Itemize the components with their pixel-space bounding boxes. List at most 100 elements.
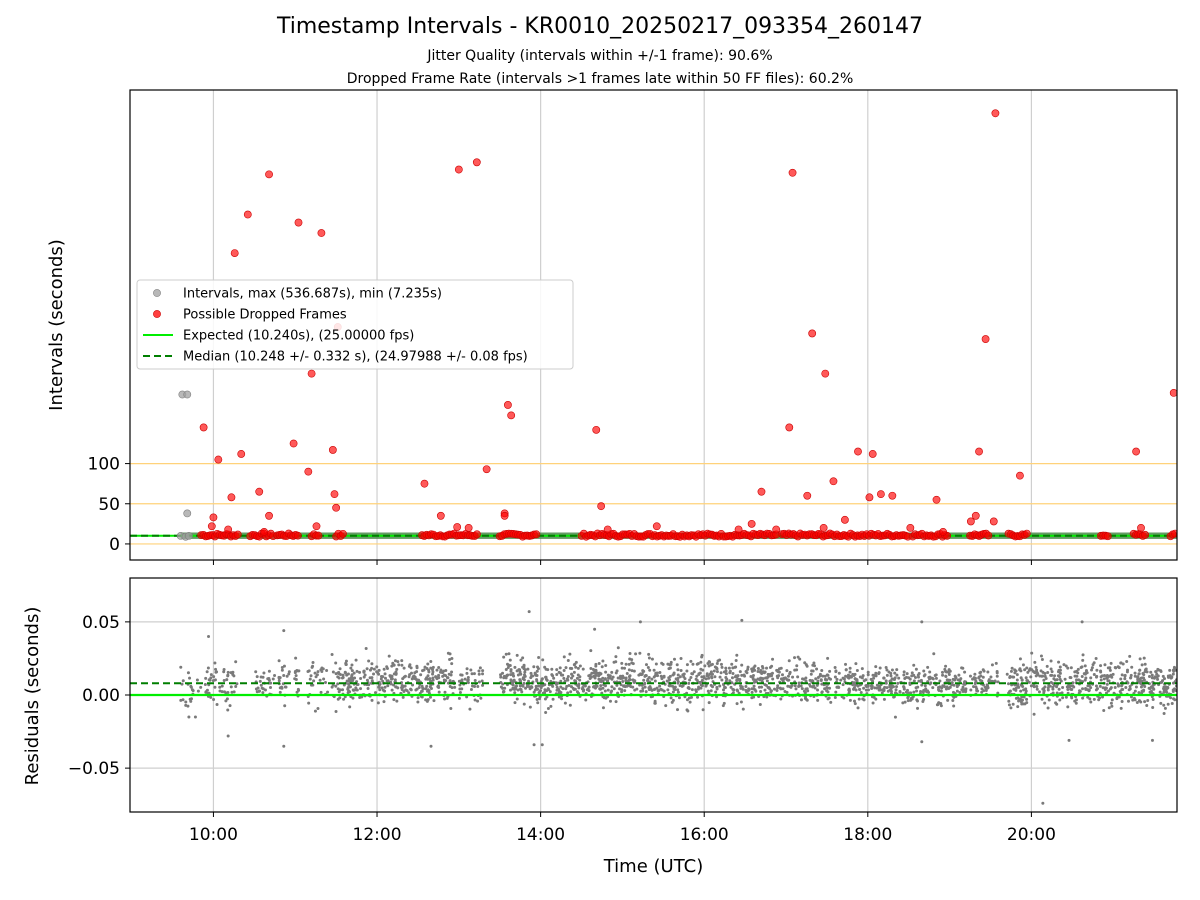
residual-point — [673, 685, 677, 689]
residual-point — [367, 659, 371, 663]
residual-point — [532, 665, 536, 669]
residual-point — [450, 686, 454, 690]
residual-point — [558, 666, 562, 670]
residual-point — [650, 657, 654, 661]
residual-point — [213, 678, 217, 682]
residual-point — [739, 700, 743, 704]
residual-point — [259, 683, 263, 687]
residual-point — [897, 676, 901, 680]
residual-point — [293, 671, 297, 675]
residual-point — [940, 670, 944, 674]
residual-point — [721, 688, 725, 692]
residual-point — [947, 670, 951, 674]
residual-point — [1080, 620, 1084, 624]
residual-point — [1128, 654, 1132, 658]
residual-point — [917, 679, 921, 683]
residual-point — [1034, 665, 1038, 669]
residual-point — [921, 700, 925, 704]
residual-point — [331, 670, 335, 674]
residual-point — [1098, 684, 1102, 688]
residual-point — [568, 666, 572, 670]
residual-point — [926, 665, 930, 669]
residual-point — [447, 672, 451, 676]
residual-point — [417, 686, 421, 690]
residual-point — [226, 674, 230, 678]
residual-point — [893, 671, 897, 675]
residual-point — [511, 680, 515, 684]
residual-point — [652, 675, 656, 679]
residual-point — [403, 674, 407, 678]
residual-point — [603, 684, 607, 688]
residual-point — [567, 684, 571, 688]
residual-point — [283, 704, 287, 708]
residual-point — [707, 701, 711, 705]
residual-point — [226, 708, 230, 712]
residual-point — [1108, 668, 1112, 672]
residual-point — [468, 707, 472, 711]
residual-point — [782, 677, 786, 681]
interval-point — [184, 531, 193, 540]
dropped-frame-point — [317, 229, 326, 237]
residual-point — [812, 684, 816, 688]
residual-point — [951, 690, 955, 694]
residual-point — [1035, 687, 1039, 691]
residual-point — [654, 671, 658, 675]
residual-point — [761, 677, 765, 681]
residual-point — [261, 691, 265, 695]
residual-point — [941, 673, 945, 677]
residual-point — [400, 663, 404, 667]
residual-point — [931, 677, 935, 681]
residual-point — [1081, 658, 1085, 662]
residual-point — [986, 670, 990, 674]
residual-point — [521, 656, 525, 660]
residual-point — [311, 664, 315, 668]
residual-point — [1104, 686, 1108, 690]
residual-point — [1151, 697, 1155, 701]
residual-point — [687, 681, 691, 685]
residual-point — [566, 691, 570, 695]
residual-point — [573, 687, 577, 691]
residual-point — [1071, 681, 1075, 685]
residual-point — [974, 685, 978, 689]
dropped-frame-point — [984, 531, 993, 540]
residual-point — [1133, 671, 1137, 675]
residual-point — [731, 666, 735, 670]
residual-point — [1149, 670, 1153, 674]
dropped-frame-point — [1016, 471, 1024, 480]
chart-subtitle-dropped: Dropped Frame Rate (intervals >1 frames … — [346, 71, 854, 87]
residual-point — [824, 678, 828, 682]
residual-point — [1060, 691, 1064, 695]
residual-point — [848, 666, 852, 670]
residual-point — [504, 652, 508, 656]
residual-point — [932, 652, 936, 656]
residual-point — [1011, 702, 1015, 706]
residual-point — [718, 684, 722, 688]
residual-point — [466, 681, 470, 685]
residual-point — [1127, 688, 1131, 692]
residual-point — [638, 683, 642, 687]
residual-point — [691, 662, 695, 666]
dropped-frame-point — [819, 523, 828, 532]
residual-point — [719, 662, 723, 666]
residual-point — [750, 690, 754, 694]
residual-point — [415, 679, 419, 683]
residual-point — [837, 671, 841, 675]
residual-point — [424, 687, 428, 691]
residual-point — [856, 684, 860, 688]
residual-point — [524, 686, 528, 690]
residual-point — [322, 677, 326, 681]
residual-point — [395, 699, 399, 703]
residual-point — [977, 675, 981, 679]
residual-point — [799, 698, 803, 702]
residual-point — [1040, 697, 1044, 701]
residual-point — [1024, 687, 1028, 691]
residual-point — [625, 672, 629, 676]
residual-point — [889, 674, 893, 678]
residual-point — [697, 685, 701, 689]
bottom-y-tick-label: 0.00 — [82, 686, 120, 706]
residual-point — [364, 647, 368, 651]
residual-point — [777, 674, 781, 678]
residual-point — [557, 695, 561, 699]
residual-point — [1061, 686, 1065, 690]
residual-point — [1142, 678, 1146, 682]
